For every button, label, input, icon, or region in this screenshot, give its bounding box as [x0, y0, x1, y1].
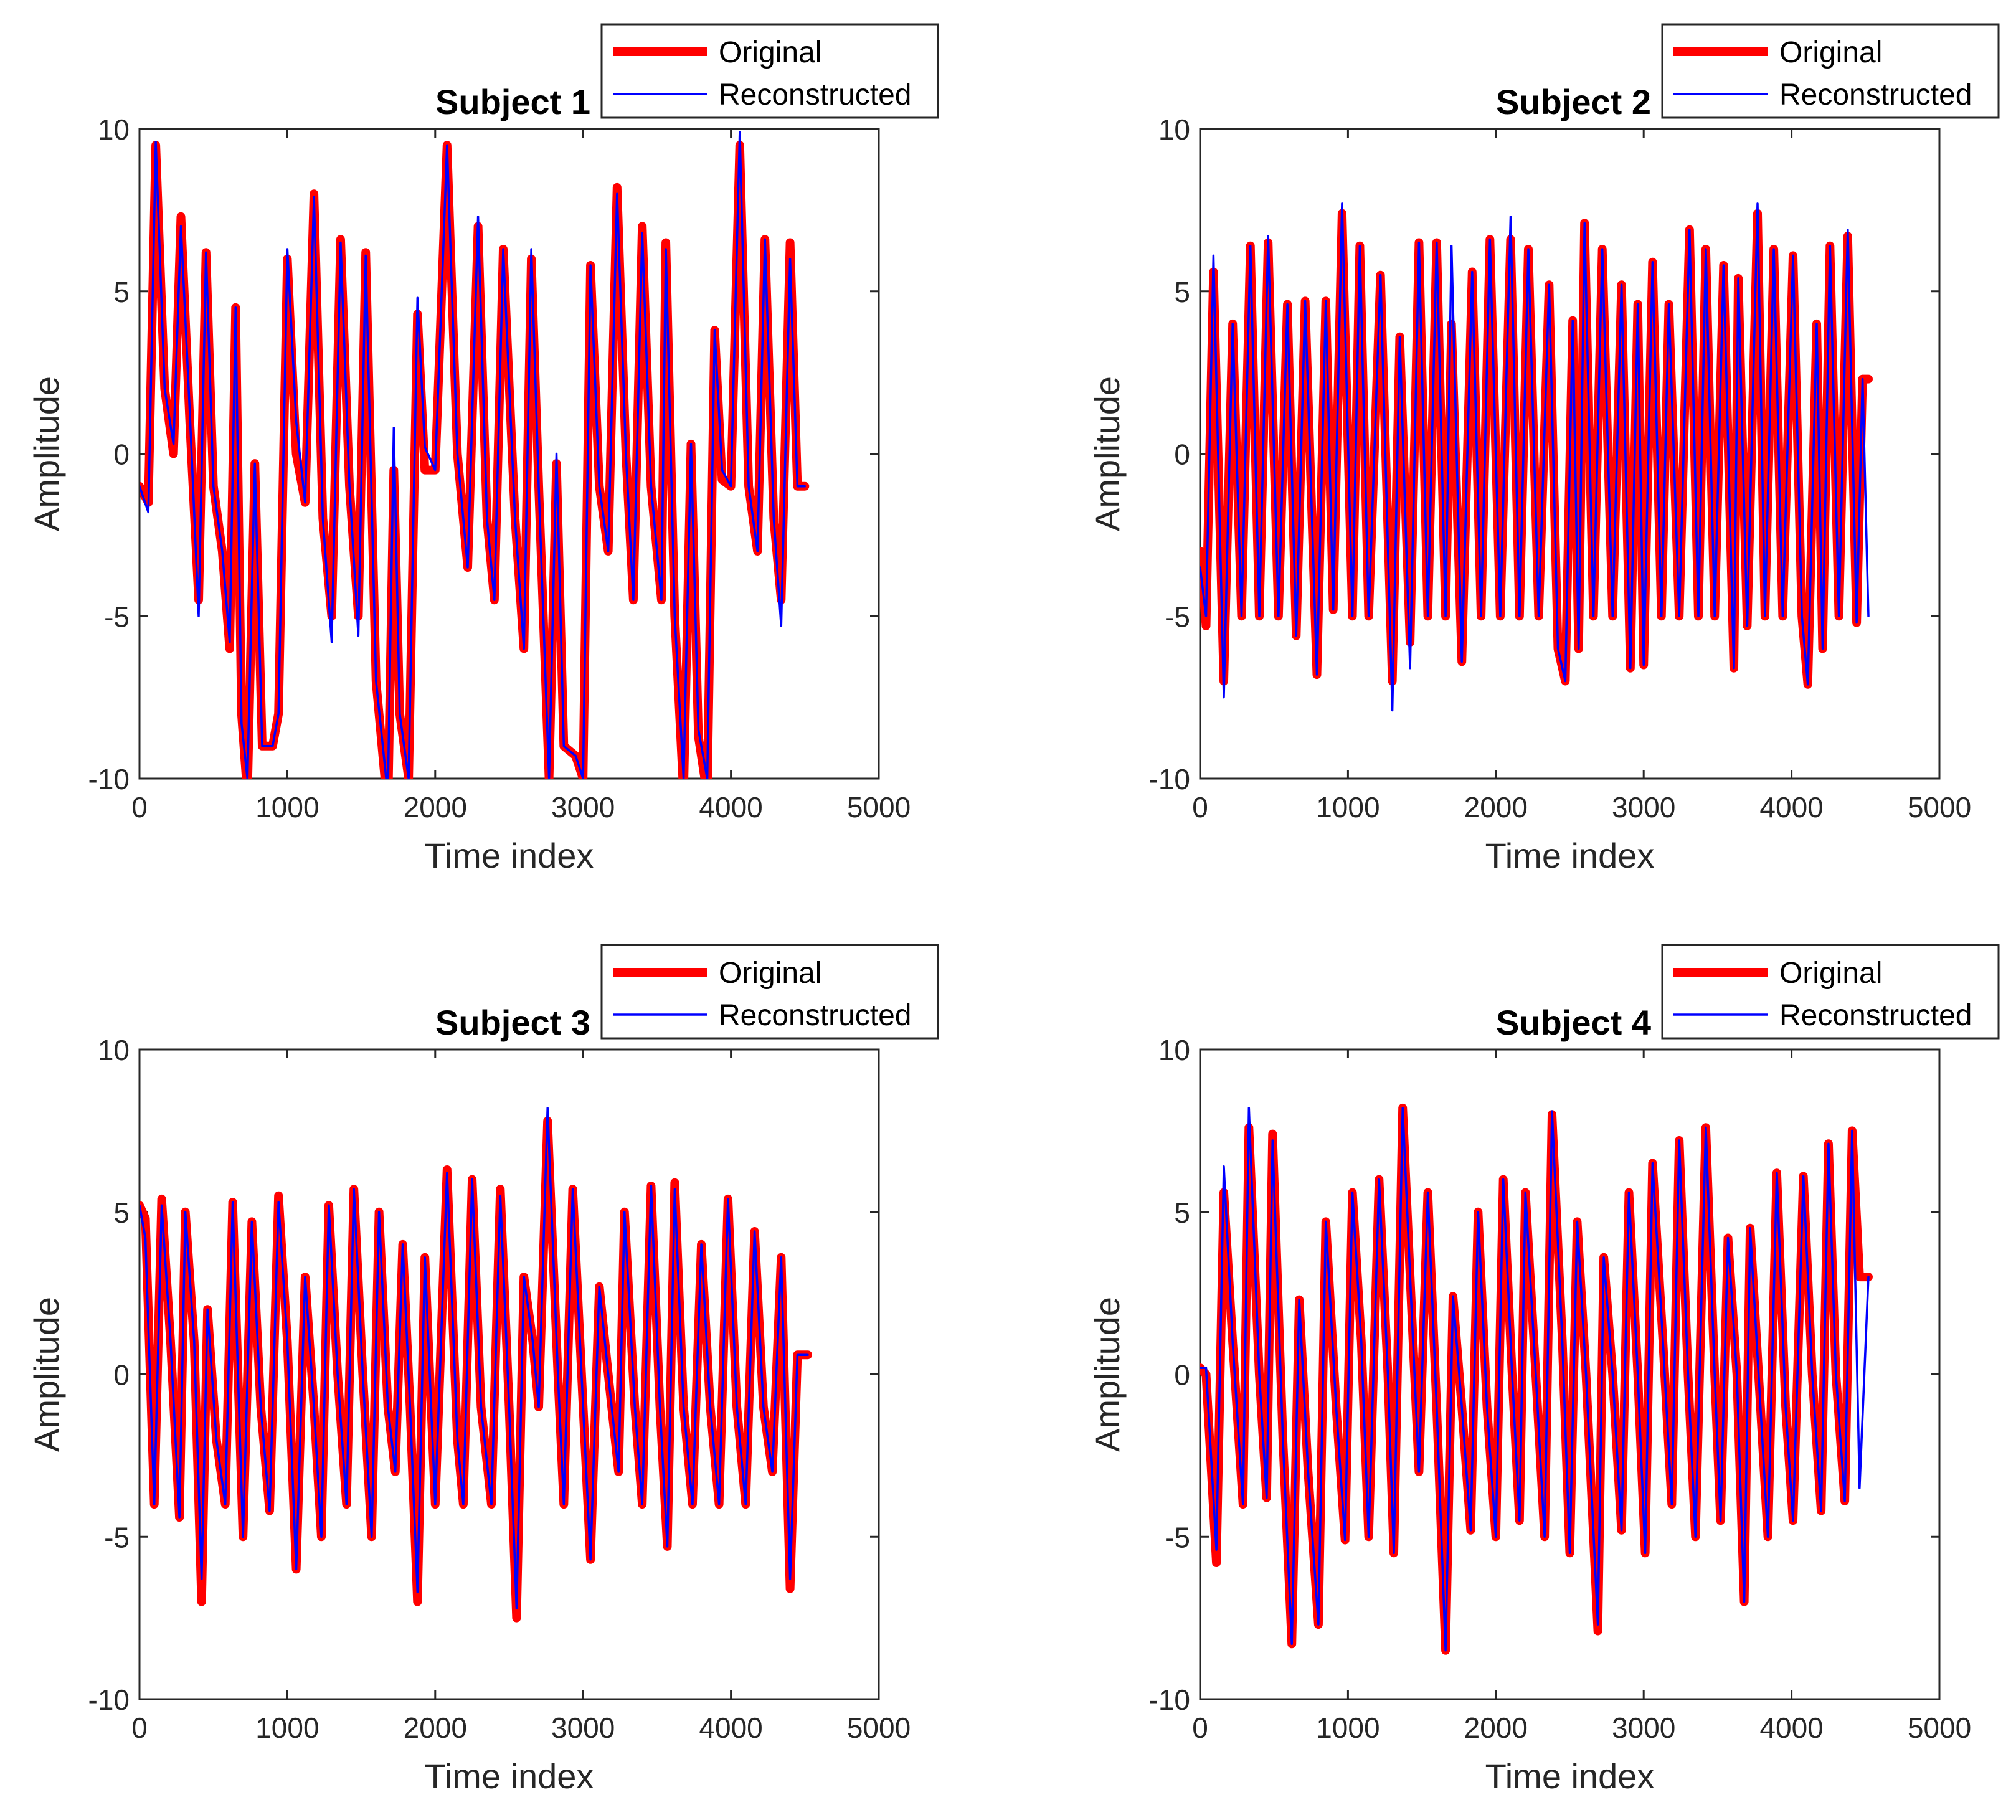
y-axis-label: Amplitude	[1087, 376, 1127, 531]
y-tick-label: -10	[88, 763, 130, 795]
legend-box	[600, 944, 939, 1040]
x-tick-label: 5000	[1908, 1712, 1971, 1744]
series-line-reconstructed	[1200, 1107, 1870, 1652]
legend-entry-reconstructed: Reconstructed	[1779, 78, 1972, 111]
x-tick-label: 2000	[404, 1712, 467, 1744]
chart-panel-2: 0 1000 2000 3000 4000 5000 -10 -5 0 5 10 Time index…	[1087, 23, 2000, 875]
y-tick-label: -5	[104, 1521, 130, 1553]
y-tick-label: 0	[113, 1359, 130, 1391]
y-tick-label: 5	[1174, 1197, 1190, 1229]
legend: Original Reconstructed	[1661, 944, 2000, 1040]
y-axis-label: Amplitude	[1087, 1297, 1127, 1452]
y-axis-label: Amplitude	[27, 1297, 66, 1452]
y-tick-label: -5	[1165, 600, 1190, 633]
x-tick-label: 2000	[1464, 1712, 1528, 1744]
legend-entry-original: Original	[1779, 957, 1882, 990]
legend-entry-reconstructed: Reconstructed	[1779, 999, 1972, 1032]
y-tick-label: 10	[1158, 1034, 1190, 1066]
y-tick-label: 10	[1158, 113, 1190, 146]
x-tick-label: 4000	[699, 791, 762, 823]
chart-title: Subject 4	[1496, 1003, 1651, 1042]
x-tick-label: 0	[131, 1712, 148, 1744]
chart-title: Subject 2	[1496, 82, 1651, 121]
y-tick-label: 10	[98, 1034, 130, 1066]
x-axis-label: Time index	[425, 836, 594, 875]
x-tick-label: 0	[131, 791, 148, 823]
legend-entry-reconstructed: Reconstructed	[719, 78, 912, 111]
y-tick-label: 10	[98, 113, 130, 146]
series-line-reconstructed	[140, 131, 807, 779]
legend: Original Reconstructed	[1661, 23, 2000, 119]
chart-title: Subject 1	[435, 82, 590, 121]
chart-title: Subject 3	[435, 1003, 590, 1042]
x-tick-label: 3000	[551, 791, 615, 823]
y-tick-label: 0	[1174, 438, 1190, 471]
x-tick-label: 3000	[1612, 1712, 1675, 1744]
chart-panel-4: 0 1000 2000 3000 4000 5000 -10 -5 0 5 10 Time index…	[1087, 944, 2000, 1796]
legend-box	[1661, 944, 2000, 1040]
chart-panel-1: 0 1000 2000 3000 4000 5000 -10 -5 0 5 10 Time index…	[27, 23, 939, 875]
y-tick-label: -5	[104, 600, 130, 633]
x-tick-label: 4000	[699, 1712, 762, 1744]
legend-entry-original: Original	[719, 957, 821, 990]
legend-box	[1661, 23, 2000, 119]
y-tick-label: 0	[1174, 1359, 1190, 1391]
legend: Original Reconstructed	[600, 944, 939, 1040]
y-axis-label: Amplitude	[27, 376, 66, 531]
y-tick-label: 5	[113, 1197, 130, 1229]
x-tick-label: 1000	[255, 791, 319, 823]
x-tick-label: 5000	[1908, 791, 1971, 823]
x-tick-label: 3000	[551, 1712, 615, 1744]
y-tick-label: 5	[113, 276, 130, 308]
x-tick-label: 2000	[404, 791, 467, 823]
y-tick-label: -10	[88, 1684, 130, 1716]
x-axis-label: Time index	[425, 1756, 594, 1796]
x-tick-label: 5000	[847, 791, 911, 823]
x-tick-label: 0	[1192, 791, 1208, 823]
x-axis-label: Time index	[1485, 1756, 1655, 1796]
legend-entry-original: Original	[1779, 36, 1882, 69]
x-tick-label: 1000	[1316, 1712, 1379, 1744]
x-tick-label: 1000	[1316, 791, 1379, 823]
legend: Original Reconstructed	[600, 23, 939, 119]
y-tick-label: 0	[113, 438, 130, 471]
y-tick-label: -5	[1165, 1521, 1190, 1553]
legend-box	[600, 23, 939, 119]
series-line-reconstructed	[140, 1107, 809, 1609]
x-tick-label: 5000	[847, 1712, 911, 1744]
y-tick-label: -10	[1149, 1684, 1190, 1716]
x-tick-label: 1000	[255, 1712, 319, 1744]
y-tick-label: -10	[1149, 763, 1190, 795]
y-tick-label: 5	[1174, 276, 1190, 308]
series-line-reconstructed	[1200, 202, 1870, 712]
x-tick-label: 4000	[1759, 791, 1823, 823]
x-tick-label: 3000	[1612, 791, 1675, 823]
x-tick-label: 0	[1192, 1712, 1208, 1744]
x-axis-label: Time index	[1485, 836, 1655, 875]
x-tick-label: 4000	[1759, 1712, 1823, 1744]
legend-entry-reconstructed: Reconstructed	[719, 999, 912, 1032]
x-tick-label: 2000	[1464, 791, 1528, 823]
chart-panel-3: 0 1000 2000 3000 4000 5000 -10 -5 0 5 10 Time index…	[27, 944, 939, 1796]
legend-entry-original: Original	[719, 36, 821, 69]
